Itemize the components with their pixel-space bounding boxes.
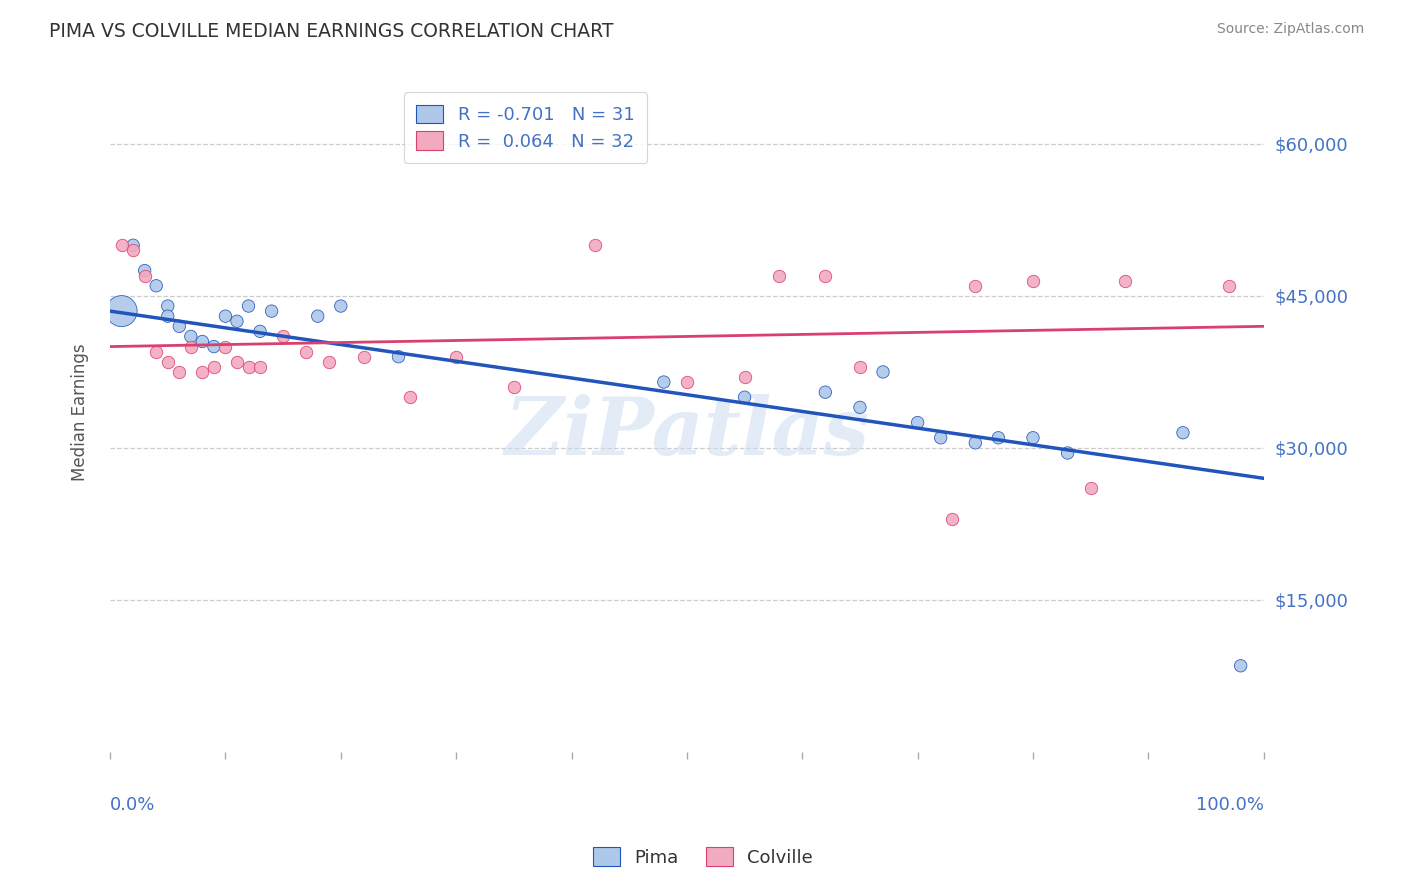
Point xyxy=(734,370,756,384)
Point xyxy=(329,299,352,313)
Text: Source: ZipAtlas.com: Source: ZipAtlas.com xyxy=(1216,22,1364,37)
Point xyxy=(122,244,145,258)
Point xyxy=(202,359,225,374)
Point xyxy=(849,401,872,415)
Point xyxy=(156,309,179,323)
Point xyxy=(965,278,987,293)
Point xyxy=(907,416,929,430)
Point xyxy=(156,299,179,313)
Point xyxy=(238,359,260,374)
Text: 100.0%: 100.0% xyxy=(1195,796,1264,814)
Point xyxy=(1171,425,1194,440)
Point xyxy=(134,263,156,277)
Point xyxy=(353,350,375,364)
Point xyxy=(929,431,952,445)
Point xyxy=(872,365,894,379)
Point xyxy=(1080,482,1102,496)
Point xyxy=(122,238,145,252)
Point xyxy=(444,350,467,364)
Point xyxy=(110,238,132,252)
Point xyxy=(768,268,790,283)
Point xyxy=(249,325,271,339)
Text: PIMA VS COLVILLE MEDIAN EARNINGS CORRELATION CHART: PIMA VS COLVILLE MEDIAN EARNINGS CORRELA… xyxy=(49,22,613,41)
Legend: R = -0.701   N = 31, R =  0.064   N = 32: R = -0.701 N = 31, R = 0.064 N = 32 xyxy=(404,92,647,163)
Point xyxy=(941,512,963,526)
Point xyxy=(238,299,260,313)
Point xyxy=(145,344,167,359)
Text: ZiPatlas: ZiPatlas xyxy=(505,394,869,472)
Point xyxy=(307,309,329,323)
Point xyxy=(849,359,872,374)
Point xyxy=(1218,278,1240,293)
Point xyxy=(214,340,236,354)
Point xyxy=(318,355,340,369)
Point xyxy=(814,385,837,400)
Point xyxy=(814,268,837,283)
Point xyxy=(965,435,987,450)
Point xyxy=(734,390,756,404)
Point xyxy=(1114,274,1136,288)
Point xyxy=(271,329,294,343)
Point xyxy=(226,355,249,369)
Text: 0.0%: 0.0% xyxy=(110,796,156,814)
Point xyxy=(260,304,283,318)
Point xyxy=(191,365,214,379)
Point xyxy=(676,375,699,389)
Point xyxy=(202,340,225,354)
Point xyxy=(387,350,409,364)
Point xyxy=(156,355,179,369)
Point xyxy=(652,375,675,389)
Point xyxy=(110,304,132,318)
Point xyxy=(295,344,318,359)
Point xyxy=(1022,274,1045,288)
Point xyxy=(191,334,214,349)
Y-axis label: Median Earnings: Median Earnings xyxy=(72,343,89,482)
Point xyxy=(169,319,191,334)
Point xyxy=(134,268,156,283)
Point xyxy=(249,359,271,374)
Point xyxy=(145,278,167,293)
Point xyxy=(226,314,249,328)
Point xyxy=(180,340,202,354)
Point xyxy=(399,390,422,404)
Point xyxy=(180,329,202,343)
Point xyxy=(1056,446,1078,460)
Point xyxy=(214,309,236,323)
Legend: Pima, Colville: Pima, Colville xyxy=(586,840,820,874)
Point xyxy=(1229,658,1251,673)
Point xyxy=(1022,431,1045,445)
Point xyxy=(169,365,191,379)
Point xyxy=(987,431,1010,445)
Point xyxy=(502,380,524,394)
Point xyxy=(583,238,606,252)
